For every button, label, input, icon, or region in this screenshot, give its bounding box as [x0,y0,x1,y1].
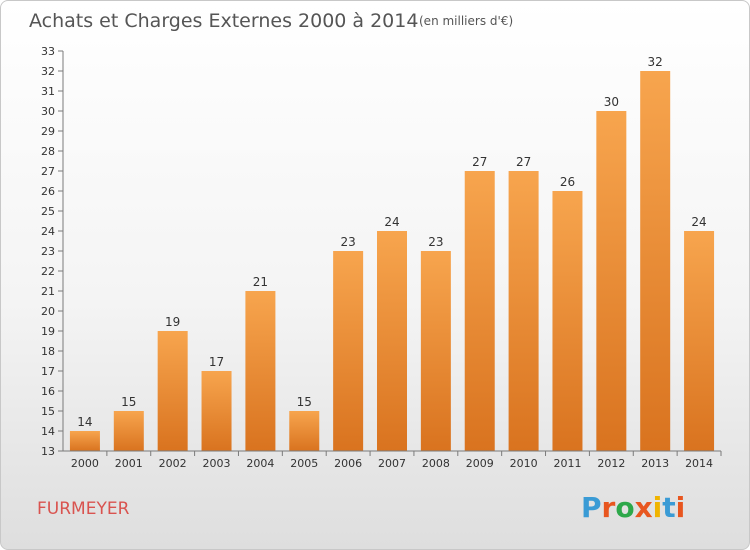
y-tick-label: 25 [41,205,55,218]
bar-value-label: 23 [340,235,355,249]
y-tick-label: 23 [41,245,55,258]
bar-2010 [508,171,539,451]
bar-value-label: 30 [604,95,619,109]
y-tick-label: 21 [41,285,55,298]
y-tick-label: 26 [41,185,55,198]
place-name: FURMEYER [37,499,130,519]
x-tick-label: 2005 [290,457,318,470]
logo-letter: P [581,491,602,524]
bar-value-label: 15 [121,395,136,409]
y-tick-label: 30 [41,105,55,118]
y-tick-label: 31 [41,85,55,98]
bar-2002 [157,331,188,451]
x-tick-label: 2012 [597,457,625,470]
bar-value-label: 15 [297,395,312,409]
y-tick-label: 32 [41,65,55,78]
y-tick-label: 14 [41,425,55,438]
bar-2009 [464,171,495,451]
bar-2005 [289,411,320,451]
x-tick-label: 2013 [641,457,669,470]
y-tick-label: 17 [41,365,55,378]
x-tick-label: 2014 [685,457,713,470]
y-tick-label: 29 [41,125,55,138]
logo-letter: t [662,491,675,524]
bar-value-label: 27 [472,155,487,169]
bar-value-label: 23 [428,235,443,249]
y-tick-label: 27 [41,165,55,178]
logo-letter: i [653,491,663,524]
y-tick-label: 24 [41,225,55,238]
y-tick-label: 28 [41,145,55,158]
logo-letter: o [615,491,634,524]
bar-value-label: 14 [77,415,92,429]
x-tick-label: 2010 [510,457,538,470]
y-tick-label: 15 [41,405,55,418]
y-tick-label: 18 [41,345,55,358]
x-tick-label: 2008 [422,457,450,470]
bar-value-label: 27 [516,155,531,169]
bar-2004 [245,291,276,451]
x-tick-label: 2002 [159,457,187,470]
y-tick-label: 19 [41,325,55,338]
bar-2011 [552,191,583,451]
bar-2014 [684,231,715,451]
bar-value-label: 21 [253,275,268,289]
proxiti-logo: Proxiti [581,491,685,524]
x-tick-label: 2007 [378,457,406,470]
bar-value-label: 32 [648,55,663,69]
logo-letter: r [602,491,616,524]
x-tick-label: 2011 [553,457,581,470]
x-axis: 2000 2001 2002 2003 2004 2005 2006 2007 2008 2009… [63,450,722,470]
bars: 14 15 19 17 21 15 23 24 23 27 27 26 30 32 24 [69,55,715,451]
bar-2006 [333,251,364,451]
bar-value-label: 24 [384,215,399,229]
bar-value-label: 26 [560,175,575,189]
logo-letter: i [676,491,686,524]
x-tick-label: 2006 [334,457,362,470]
bar-2013 [640,71,671,451]
y-tick-label: 33 [41,45,55,58]
x-tick-label: 2000 [71,457,99,470]
bar-2012 [596,111,627,451]
y-tick-label: 20 [41,305,55,318]
bar-value-label: 17 [209,355,224,369]
y-tick-label: 16 [41,385,55,398]
bar-value-label: 19 [165,315,180,329]
chart-title: Achats et Charges Externes 2000 à 2014 [29,10,418,32]
x-tick-label: 2004 [246,457,274,470]
chart-subtitle: (en milliers d'€) [419,14,513,28]
y-tick-label: 13 [41,445,55,458]
x-tick-label: 2003 [203,457,231,470]
x-tick-label: 2009 [466,457,494,470]
y-tick-label: 22 [41,265,55,278]
bar-2008 [420,251,451,451]
y-axis: 13 14 15 16 17 18 19 20 21 22 23 24 25 26 27 28 29 30 31 32… [41,45,64,458]
x-tick-label: 2001 [115,457,143,470]
bar-2000 [69,431,100,451]
bar-value-label: 24 [691,215,706,229]
logo-letter: x [635,491,653,524]
bar-2003 [201,371,232,451]
bar-2001 [113,411,144,451]
bar-2007 [377,231,407,451]
